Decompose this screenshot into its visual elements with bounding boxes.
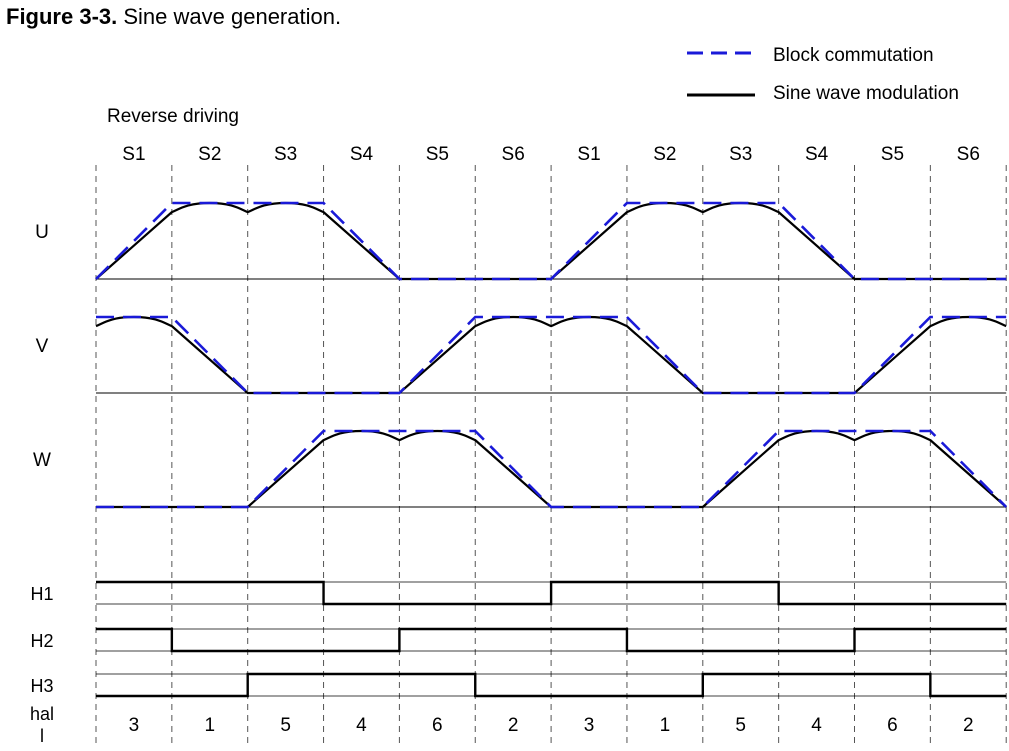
hall-value: 4 [811,715,822,736]
segment-label: S2 [653,144,676,165]
hall-value: 6 [887,715,898,736]
hall-values: hal l 3 1 5 4 6 2 3 1 5 4 6 2 [30,704,974,746]
hall-value: 1 [660,715,671,736]
segment-label: S4 [805,144,829,165]
reverse-driving-label: Reverse driving [107,106,239,127]
legend: Block commutation Sine wave modulation [687,45,959,104]
block-commutation-trace [96,315,1007,395]
legend-block-commutation-label: Block commutation [773,45,934,66]
segment-label: S1 [122,144,145,165]
hall-value: 3 [129,715,140,736]
segment-label: S5 [881,144,904,165]
segment-label: S3 [729,144,752,165]
hall-value: 2 [963,715,974,736]
phase-label: V [36,336,49,357]
phase-label: W [33,450,51,471]
block-commutation-trace [95,201,1007,281]
segment-label: S4 [350,144,374,165]
segment-label: S6 [957,144,980,165]
segment-labels: S1 S2 S3 S4 S5 S6 S1 S2 S3 S4 S5 S6 [122,144,980,165]
legend-sine-wave-label: Sine wave modulation [773,83,959,104]
hall-signal-label: H1 [30,584,53,604]
figure-title: Figure 3-3. Sine wave generation. [6,4,341,30]
hall-value: 2 [508,715,519,736]
phase-waveforms: U V W [33,201,1008,509]
segment-label: S5 [426,144,449,165]
hall-signal-trace [96,672,1007,698]
figure-caption: Sine wave generation. [123,4,342,29]
hall-signals: H1 H2 H3 [30,580,1007,698]
hall-signal-label: H2 [30,631,53,651]
segment-label: S3 [274,144,297,165]
hall-signal-trace [96,627,1007,653]
segment-label: S2 [198,144,221,165]
hall-value: 5 [735,715,746,736]
hall-value: 5 [280,715,291,736]
hall-value: 3 [584,715,595,736]
hall-signal-trace [96,580,1007,606]
block-commutation-trace [96,429,1008,509]
segment-label: S6 [502,144,525,165]
figure-label: Figure 3-3. [6,4,118,29]
hall-value: 4 [356,715,367,736]
segment-label: S1 [577,144,600,165]
sine-wave-trace [95,315,1007,395]
hall-signal-label: H3 [30,676,53,696]
hall-value: 1 [204,715,215,736]
hall-value: 6 [432,715,443,736]
segment-grid [95,165,1007,745]
hall-row-label-line2: l [40,726,44,746]
hall-row-label-line1: hal [30,704,54,724]
phase-label: U [35,222,49,243]
